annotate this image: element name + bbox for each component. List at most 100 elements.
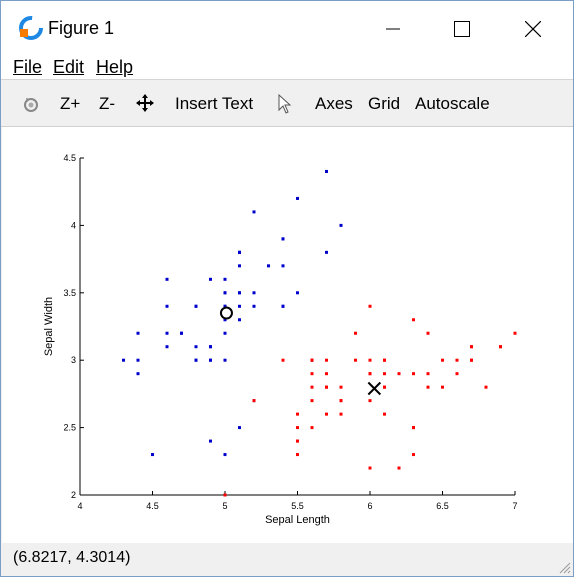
data-point bbox=[339, 399, 343, 403]
data-point bbox=[412, 453, 415, 457]
data-point bbox=[310, 358, 314, 362]
maximize-button[interactable] bbox=[442, 11, 482, 47]
data-point bbox=[238, 291, 241, 295]
y-tick-label: 4.5 bbox=[63, 153, 76, 163]
data-point bbox=[180, 331, 183, 335]
menu-bar: File Edit Help bbox=[1, 53, 573, 80]
centroid-x-stroke bbox=[367, 381, 382, 396]
title-bar[interactable]: Figure 1 bbox=[1, 1, 573, 53]
data-point bbox=[310, 426, 314, 430]
data-point bbox=[223, 358, 227, 362]
data-point bbox=[397, 466, 401, 470]
data-point bbox=[252, 291, 256, 295]
data-point bbox=[136, 358, 140, 362]
data-point bbox=[368, 304, 372, 308]
data-point bbox=[441, 358, 444, 362]
data-point bbox=[252, 399, 256, 403]
data-point bbox=[151, 453, 154, 457]
menu-help-label: Help bbox=[96, 57, 134, 77]
data-point bbox=[238, 426, 241, 430]
rotate-icon[interactable] bbox=[22, 95, 40, 113]
menu-edit-label: Edit bbox=[53, 57, 85, 77]
minimize-icon bbox=[386, 28, 400, 30]
zoom-out-button[interactable]: Z- bbox=[99, 94, 116, 113]
menu-file[interactable]: File bbox=[13, 57, 42, 78]
data-point bbox=[165, 304, 169, 308]
y-tick-label: 4 bbox=[71, 220, 76, 230]
menu-edit[interactable]: Edit bbox=[53, 57, 84, 78]
data-point bbox=[368, 372, 372, 376]
data-point bbox=[267, 264, 270, 268]
y-axis-label: Sepal Width bbox=[43, 297, 55, 356]
maximize-icon bbox=[454, 21, 470, 37]
data-point bbox=[499, 345, 502, 349]
data-point bbox=[412, 426, 415, 430]
data-point bbox=[296, 412, 299, 416]
data-point bbox=[223, 453, 227, 457]
data-point bbox=[325, 358, 328, 362]
data-point bbox=[296, 426, 299, 430]
window-title: Figure 1 bbox=[48, 18, 115, 38]
pan-icon[interactable] bbox=[136, 94, 154, 112]
data-point bbox=[252, 304, 256, 308]
data-point bbox=[354, 331, 357, 335]
data-point bbox=[281, 237, 285, 241]
data-point bbox=[354, 358, 357, 362]
data-point bbox=[296, 453, 299, 457]
data-point bbox=[383, 412, 386, 416]
data-point bbox=[296, 196, 299, 200]
data-point bbox=[238, 250, 241, 254]
toolbar: Z+ Z- Insert Text Axes Grid Autoscale bbox=[1, 80, 573, 127]
data-point bbox=[223, 318, 227, 322]
data-point bbox=[194, 358, 198, 362]
data-point bbox=[325, 412, 328, 416]
plot-area[interactable]: 4 4.5 5 5.5 6 6.5 7 2 2.5 3 3.5 4 4.5 Sepal Length S… bbox=[2, 127, 573, 543]
data-point bbox=[470, 358, 473, 362]
data-point bbox=[136, 331, 140, 335]
zoom-in-button[interactable]: Z+ bbox=[60, 94, 81, 113]
data-point bbox=[223, 304, 227, 308]
data-point bbox=[426, 372, 430, 376]
data-point bbox=[484, 385, 488, 389]
data-point bbox=[383, 385, 386, 389]
data-point bbox=[209, 358, 212, 362]
minimize-button[interactable] bbox=[373, 11, 413, 47]
data-point bbox=[412, 372, 415, 376]
close-button[interactable] bbox=[513, 11, 553, 47]
data-point bbox=[339, 412, 343, 416]
scatter-chart[interactable]: 4 4.5 5 5.5 6 6.5 7 2 2.5 3 3.5 4 4.5 Sepal Length S… bbox=[2, 127, 573, 543]
x-tick-label: 5 bbox=[222, 501, 227, 511]
x-tick-label: 4 bbox=[77, 501, 82, 511]
x-tick-label: 7 bbox=[512, 501, 517, 511]
autoscale-button[interactable]: Autoscale bbox=[415, 94, 490, 113]
data-point bbox=[281, 304, 285, 308]
data-point bbox=[325, 250, 328, 254]
data-point bbox=[209, 439, 212, 443]
data-point bbox=[238, 318, 241, 322]
data-point bbox=[165, 331, 169, 335]
pointer-icon[interactable] bbox=[278, 94, 292, 114]
data-point bbox=[165, 345, 169, 349]
data-point bbox=[223, 493, 227, 497]
x-tick-label: 5.5 bbox=[291, 501, 304, 511]
data-point bbox=[339, 385, 343, 389]
data-points bbox=[122, 169, 517, 497]
axes-button[interactable]: Axes bbox=[315, 94, 353, 113]
centroid-x-marker bbox=[367, 381, 382, 396]
data-point bbox=[209, 345, 212, 349]
resize-grip-icon[interactable] bbox=[559, 562, 571, 574]
y-tick-label: 3 bbox=[71, 355, 76, 365]
data-point bbox=[281, 264, 285, 268]
data-point bbox=[426, 385, 430, 389]
insert-text-button[interactable]: Insert Text bbox=[175, 94, 254, 113]
menu-file-label: File bbox=[13, 57, 43, 77]
centroids bbox=[219, 306, 382, 396]
data-point bbox=[194, 304, 198, 308]
grid-button[interactable]: Grid bbox=[368, 94, 401, 113]
x-axis-label: Sepal Length bbox=[265, 514, 330, 526]
menu-help[interactable]: Help bbox=[96, 57, 133, 78]
data-point bbox=[513, 331, 517, 335]
app-icon bbox=[19, 16, 43, 40]
data-point bbox=[194, 345, 198, 349]
